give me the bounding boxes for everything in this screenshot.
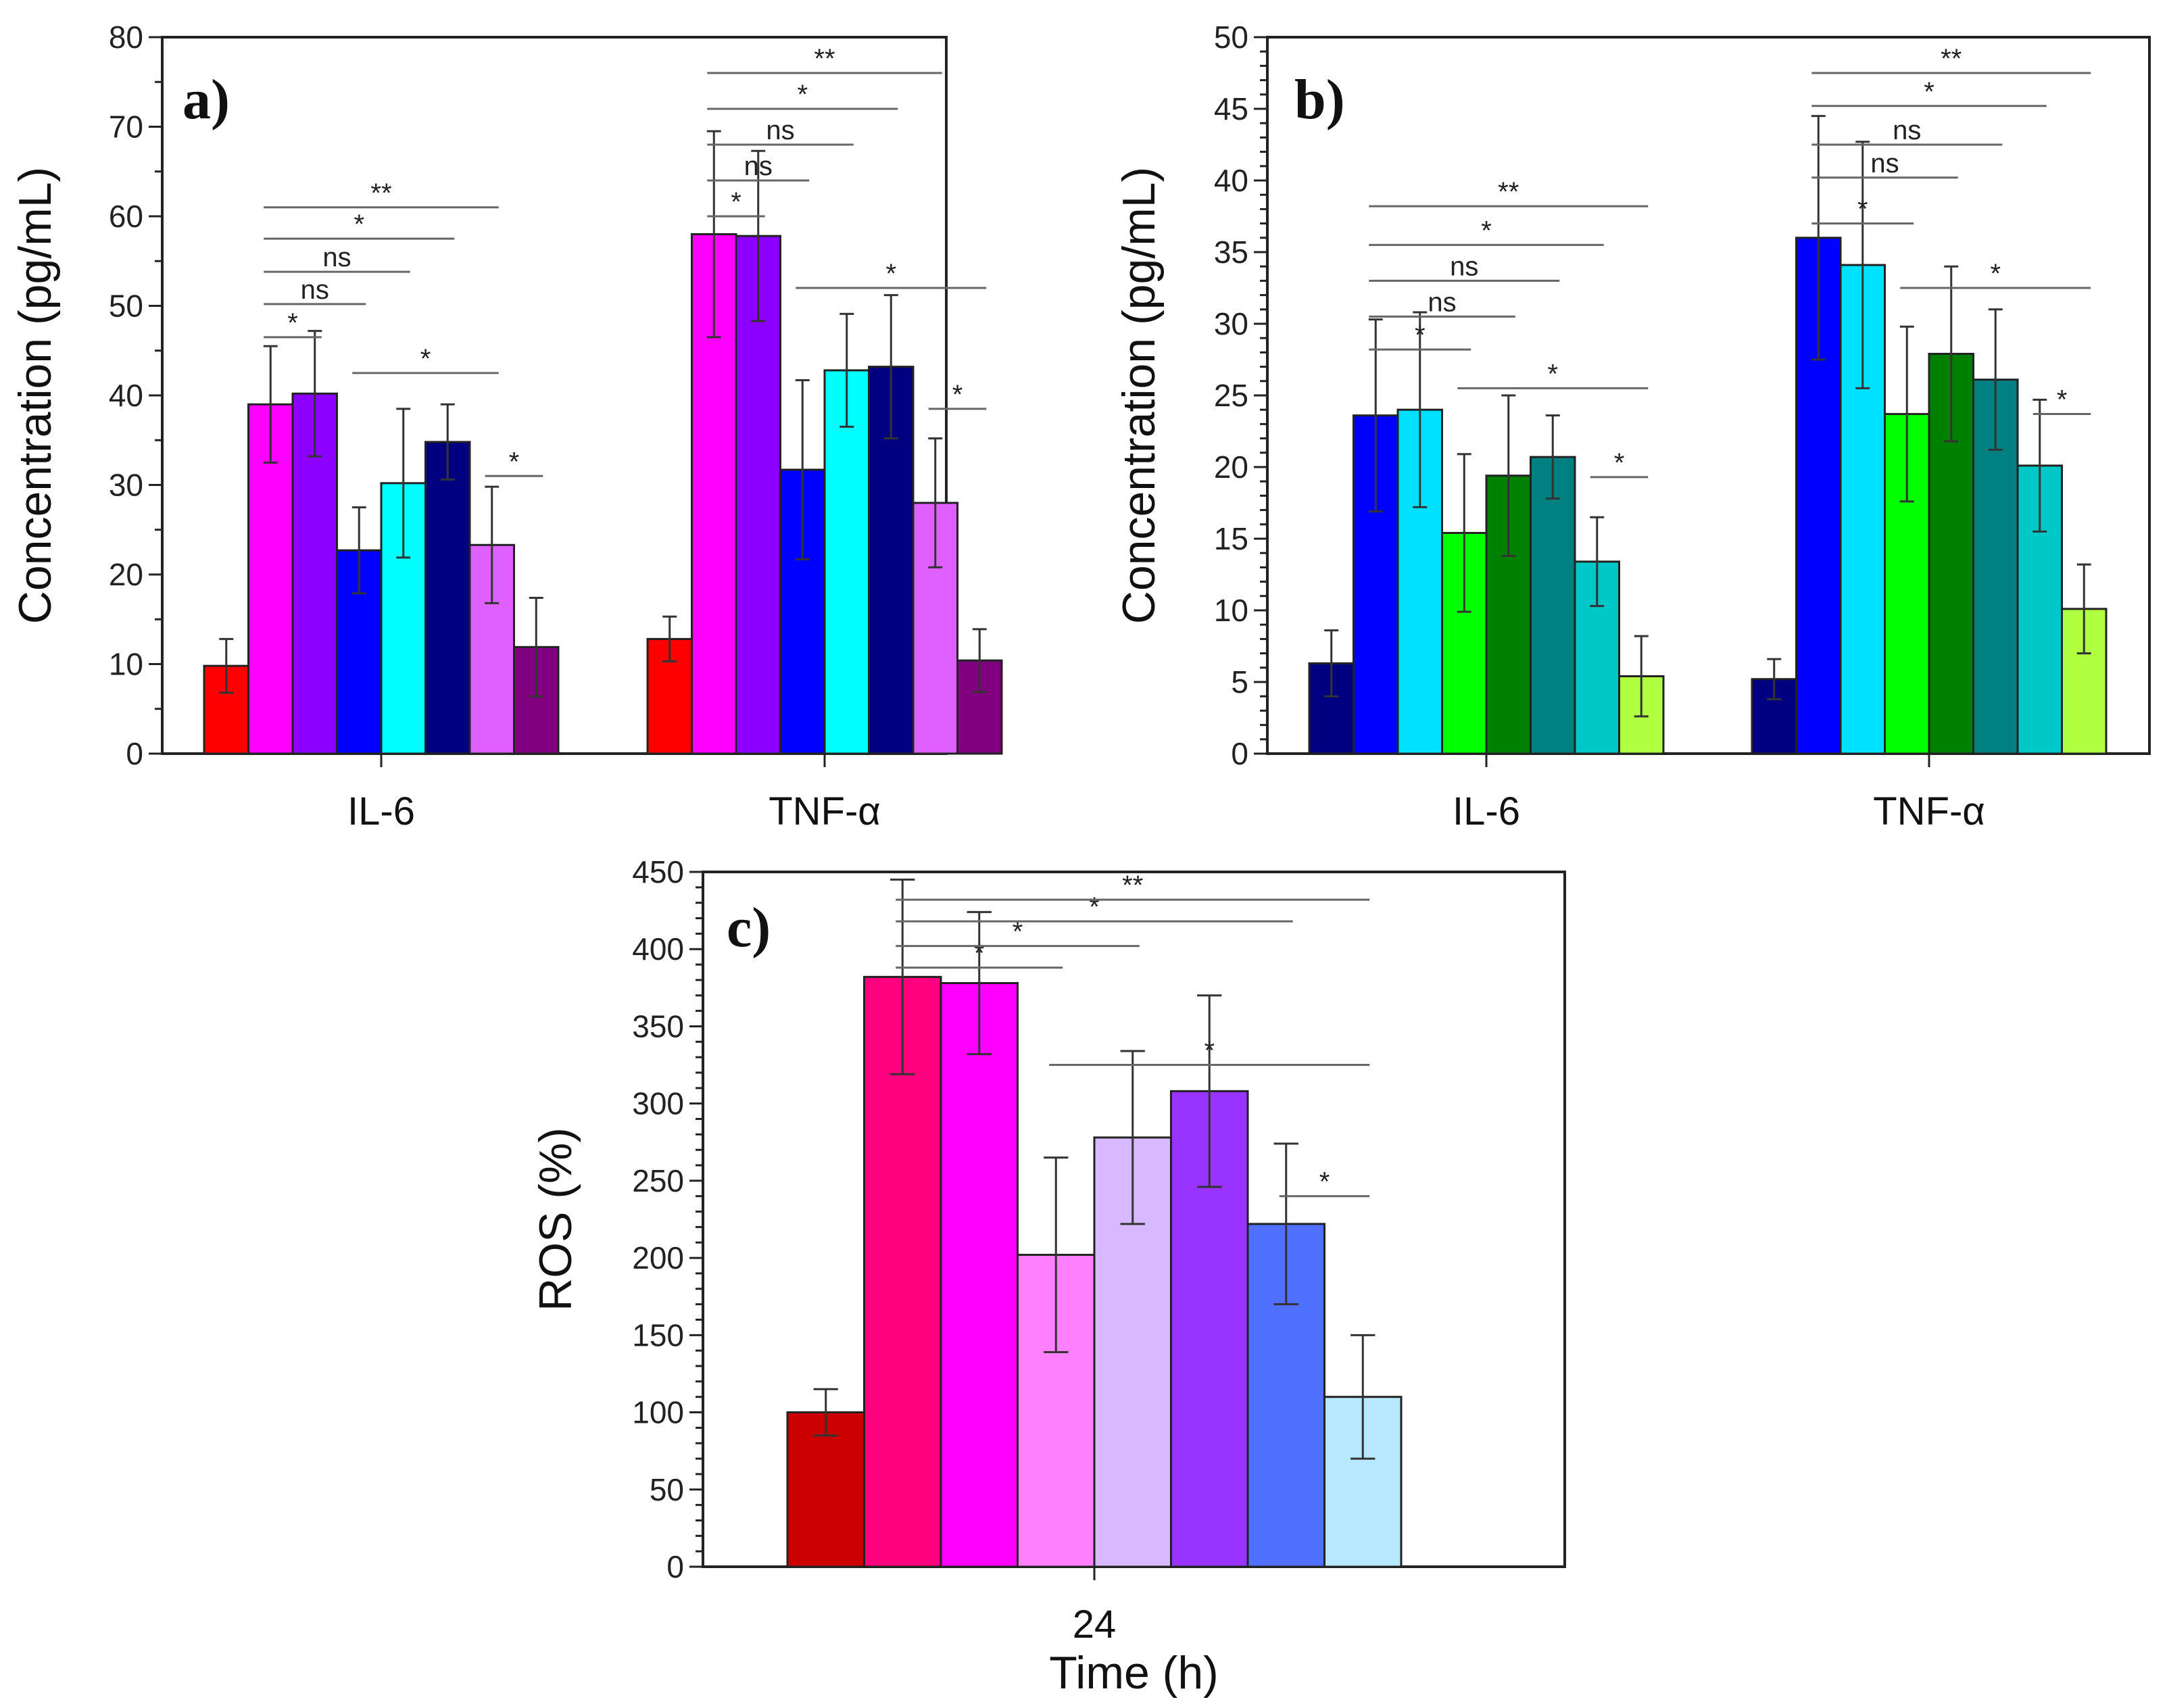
significance-label: *: [1614, 448, 1625, 478]
y-tick-label: 10: [109, 647, 143, 682]
significance-label: *: [2057, 385, 2068, 415]
significance-label: **: [814, 44, 835, 74]
significance-label: *: [354, 210, 364, 239]
y-axis-title: Concentration (pg/mL): [1113, 167, 1165, 625]
significance-label: *: [1547, 359, 1558, 389]
chart-panel-1: 0 10 20 30 40 50 60 70 80 Concentration (pg/mL) a)…: [9, 20, 1003, 833]
significance-label: *: [1415, 320, 1426, 350]
x-tick-label: 24: [1073, 1603, 1117, 1646]
y-tick-label: 70: [109, 109, 143, 145]
y-tick-label: 10: [1214, 593, 1248, 628]
y-tick-label: 250: [632, 1163, 684, 1198]
x-tick-label: TNF-α: [1873, 789, 1985, 833]
significance-label: *: [287, 308, 298, 338]
x-tick-label: IL-6: [1453, 789, 1520, 833]
y-tick-label: 100: [632, 1395, 684, 1430]
significance-label: ns: [301, 275, 329, 305]
significance-label: *: [797, 80, 808, 109]
significance-label: **: [1941, 44, 1962, 74]
significance-label: *: [1924, 77, 1934, 107]
significance-label: *: [1204, 1036, 1215, 1066]
bar-group-6-0: [424, 441, 471, 755]
significance-label: *: [952, 380, 963, 410]
y-tick-label: 50: [1214, 20, 1248, 55]
bar-group-5-1: [1928, 353, 1974, 755]
y-tick-label: 15: [1214, 521, 1248, 556]
significance-label: ns: [322, 243, 351, 272]
y-tick-label: 80: [109, 20, 143, 55]
significance-label: ns: [1870, 149, 1899, 178]
x-tick-label: TNF-α: [769, 789, 881, 833]
y-tick-label: 30: [109, 468, 143, 503]
y-tick-label: 300: [632, 1086, 684, 1121]
y-tick-label: 45: [1214, 91, 1248, 126]
significance-label: *: [885, 259, 896, 289]
y-tick-label: 35: [1214, 235, 1248, 270]
y-tick-label: 400: [632, 931, 684, 967]
panel-label: a): [182, 68, 230, 131]
significance-label: ns: [766, 116, 794, 145]
y-tick-label: 40: [109, 378, 143, 413]
y-tick-label: 30: [1214, 306, 1248, 341]
significance-label: *: [1319, 1167, 1330, 1197]
significance-label: *: [1013, 917, 1023, 947]
y-tick-label: 40: [1214, 163, 1248, 198]
significance-label: *: [974, 939, 985, 969]
y-tick-label: 60: [109, 199, 143, 234]
significance-label: *: [420, 344, 431, 374]
y-tick-label: 0: [126, 736, 143, 771]
significance-label: *: [1857, 195, 1868, 224]
bar-group-2-0: [863, 975, 942, 1568]
y-tick-label: 150: [632, 1317, 684, 1352]
y-tick-label: 0: [666, 1549, 684, 1584]
y-tick-label: 200: [632, 1240, 684, 1275]
significance-label: **: [1122, 871, 1143, 900]
significance-label: *: [509, 447, 520, 477]
y-axis-title: ROS (%): [530, 1127, 581, 1311]
y-tick-label: 0: [1231, 736, 1248, 771]
y-tick-label: 20: [1214, 449, 1248, 485]
significance-label: ns: [1428, 287, 1456, 317]
x-tick-label: IL-6: [347, 789, 415, 833]
chart-panel-2: 0 5 10 15 20 25 30 35 40 45 50 Concentration (pg/mL…: [1113, 20, 2151, 833]
significance-label: **: [1498, 177, 1519, 207]
bar-group-5-1: [823, 369, 870, 755]
significance-label: ns: [1450, 251, 1478, 281]
bar-group-4-0: [336, 549, 383, 755]
panel-label: b): [1294, 68, 1345, 131]
significance-label: *: [731, 187, 741, 217]
panel-label: c): [727, 896, 771, 959]
significance-label: *: [1990, 259, 2001, 289]
y-tick-label: 50: [650, 1472, 684, 1507]
significance-label: *: [1089, 892, 1100, 922]
bar-group-1-0: [786, 1411, 865, 1568]
y-tick-label: 20: [109, 557, 143, 592]
bar-group-3-0: [940, 981, 1019, 1568]
significance-label: ns: [744, 151, 773, 181]
y-axis-title: Concentration (pg/mL): [9, 167, 61, 625]
significance-label: ns: [1893, 116, 1921, 145]
y-tick-label: 5: [1231, 664, 1248, 700]
y-tick-label: 50: [109, 289, 143, 324]
y-tick-label: 25: [1214, 378, 1248, 413]
x-axis-title: Time (h): [1049, 1647, 1219, 1699]
significance-label: **: [370, 178, 391, 208]
y-tick-label: 350: [632, 1008, 684, 1044]
bar-group-6-0: [1530, 456, 1576, 755]
y-tick-label: 450: [632, 854, 684, 889]
significance-label: *: [1481, 216, 1492, 245]
